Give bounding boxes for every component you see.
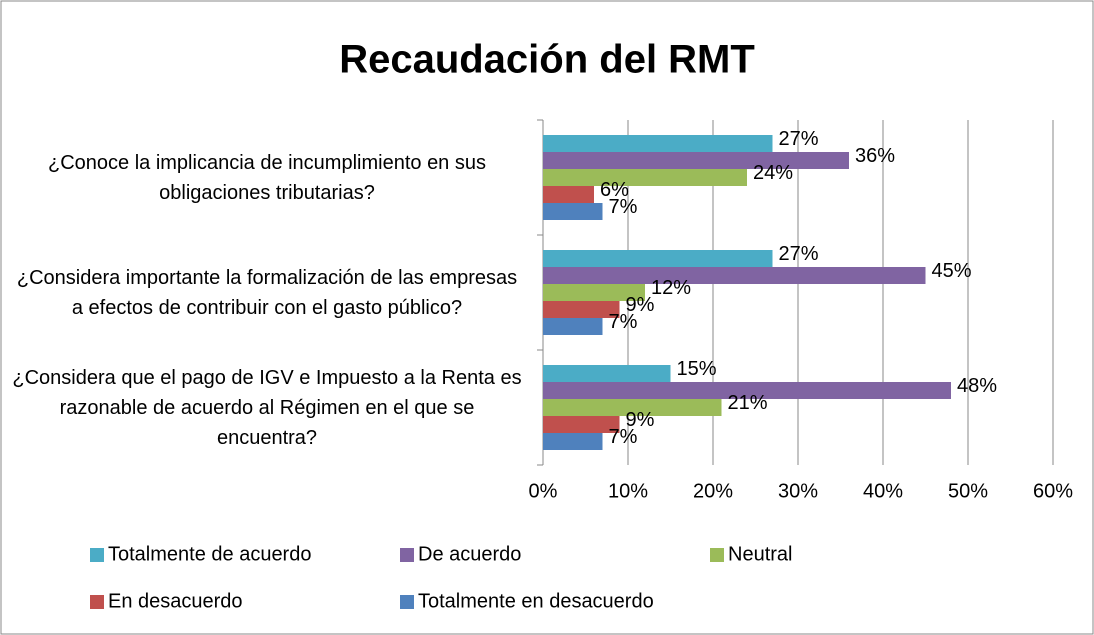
bar <box>543 318 603 335</box>
legend-swatch <box>90 548 104 562</box>
bar <box>543 203 603 220</box>
legend-label: Totalmente en desacuerdo <box>418 590 654 612</box>
bar <box>543 301 620 318</box>
legend-label: En desacuerdo <box>108 590 243 612</box>
legend-swatch <box>400 595 414 609</box>
x-tick-label: 30% <box>778 480 818 502</box>
bar <box>543 433 603 450</box>
data-label: 24% <box>753 162 793 184</box>
x-tick-label: 10% <box>608 480 648 502</box>
y-tick-label: ¿Conoce la implicancia de incumplimiento… <box>48 151 486 204</box>
y-tick-label: ¿Considera importante la formalización d… <box>16 266 518 319</box>
bar <box>543 382 951 399</box>
x-tick-label: 20% <box>693 480 733 502</box>
x-tick-label: 0% <box>529 480 558 502</box>
data-label: 9% <box>626 409 655 431</box>
y-tick-label: ¿Considera que el pago de IGV e Impuesto… <box>12 366 522 449</box>
data-label: 15% <box>677 358 717 380</box>
data-label: 36% <box>855 145 895 167</box>
data-label: 6% <box>600 179 629 201</box>
data-label: 9% <box>626 294 655 316</box>
data-label: 12% <box>651 277 691 299</box>
legend-swatch <box>400 548 414 562</box>
data-label: 7% <box>609 311 638 333</box>
data-label: 48% <box>957 375 997 397</box>
bar <box>543 135 773 152</box>
bar <box>543 416 620 433</box>
bar <box>543 399 722 416</box>
legend-label: De acuerdo <box>418 543 521 565</box>
data-label: 21% <box>728 392 768 414</box>
legend-swatch <box>710 548 724 562</box>
x-tick-label: 40% <box>863 480 903 502</box>
data-label: 7% <box>609 196 638 218</box>
bar <box>543 186 594 203</box>
bar <box>543 169 747 186</box>
bar <box>543 267 926 284</box>
bar <box>543 152 849 169</box>
chart-title: Recaudación del RMT <box>339 38 755 82</box>
data-label: 45% <box>932 260 972 282</box>
bar <box>543 365 671 382</box>
legend-label: Neutral <box>728 543 792 565</box>
legend-swatch <box>90 595 104 609</box>
legend-label: Totalmente de acuerdo <box>108 543 311 565</box>
x-tick-label: 60% <box>1033 480 1073 502</box>
data-label: 27% <box>779 243 819 265</box>
x-tick-label: 50% <box>948 480 988 502</box>
bar <box>543 284 645 301</box>
bar <box>543 250 773 267</box>
data-label: 7% <box>609 426 638 448</box>
data-label: 27% <box>779 128 819 150</box>
